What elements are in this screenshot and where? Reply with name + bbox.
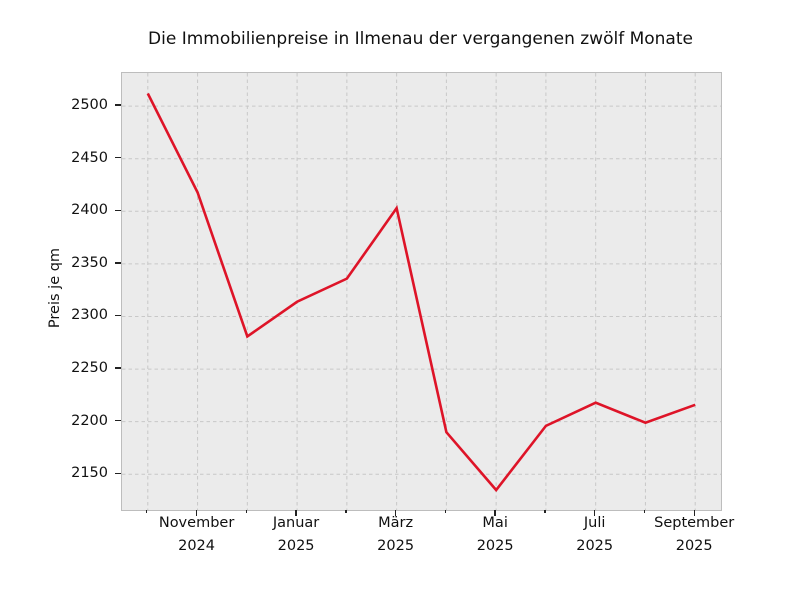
x-tick-month: Mai <box>482 515 508 531</box>
x-tick-mark-major <box>295 510 297 516</box>
y-tick-label: 2500 <box>71 97 108 114</box>
x-tick-mark-major <box>593 510 596 516</box>
x-tick-year: 2025 <box>675 537 713 554</box>
y-tick-mark <box>115 104 121 106</box>
x-tick-year: 2025 <box>576 537 614 554</box>
x-tick-label: September 2025 <box>624 512 764 557</box>
x-tick-year: 2025 <box>476 537 514 554</box>
y-tick-label: 2400 <box>71 202 108 219</box>
x-tick-year: 2025 <box>377 537 415 554</box>
x-tick-month: Juli <box>583 515 606 531</box>
price-line <box>146 92 696 493</box>
x-tick-mark-minor <box>245 510 248 514</box>
x-tick-mark-major <box>394 510 397 516</box>
x-tick-mark-major <box>693 510 695 516</box>
x-tick-mark-major <box>494 510 496 516</box>
y-tick-mark <box>115 367 121 369</box>
y-tick-mark <box>115 209 121 211</box>
y-tick-label: 2350 <box>71 254 108 271</box>
x-tick-mark-minor <box>345 510 347 514</box>
x-tick-month: November <box>158 515 235 531</box>
x-tick-month: März <box>378 515 414 531</box>
x-tick-month: September <box>654 515 735 531</box>
y-tick-mark <box>115 157 121 159</box>
x-tick-month: Januar <box>272 515 320 531</box>
plot-area <box>121 72 722 511</box>
y-tick-label: 2200 <box>71 412 108 429</box>
y-tick-mark <box>115 472 121 474</box>
x-tick-mark-minor <box>444 510 447 514</box>
chart-title: Die Immobilienpreise in Ilmenau der verg… <box>148 29 693 49</box>
y-tick-mark <box>115 419 121 422</box>
x-tick-label: Juli 2025 <box>525 512 665 557</box>
y-tick-label: 2150 <box>71 465 108 482</box>
x-tick-mark-major <box>195 510 198 516</box>
y-tick-label: 2450 <box>71 149 108 166</box>
y-tick-label: 2250 <box>71 360 108 377</box>
x-tick-label: März 2025 <box>326 512 466 557</box>
x-tick-year: 2025 <box>277 537 315 554</box>
x-tick-mark-minor <box>544 510 546 514</box>
x-tick-label: Januar 2025 <box>226 512 366 557</box>
x-tick-year: 2024 <box>178 537 216 554</box>
x-tick-label: Mai 2025 <box>425 512 565 557</box>
x-tick-label: November 2024 <box>127 512 267 557</box>
y-tick-label: 2300 <box>71 307 108 324</box>
y-tick-mark <box>115 262 121 264</box>
line-chart-svg <box>122 73 721 510</box>
x-tick-mark-minor <box>146 510 148 514</box>
x-tick-mark-minor <box>643 510 646 514</box>
y-tick-mark <box>115 314 121 317</box>
